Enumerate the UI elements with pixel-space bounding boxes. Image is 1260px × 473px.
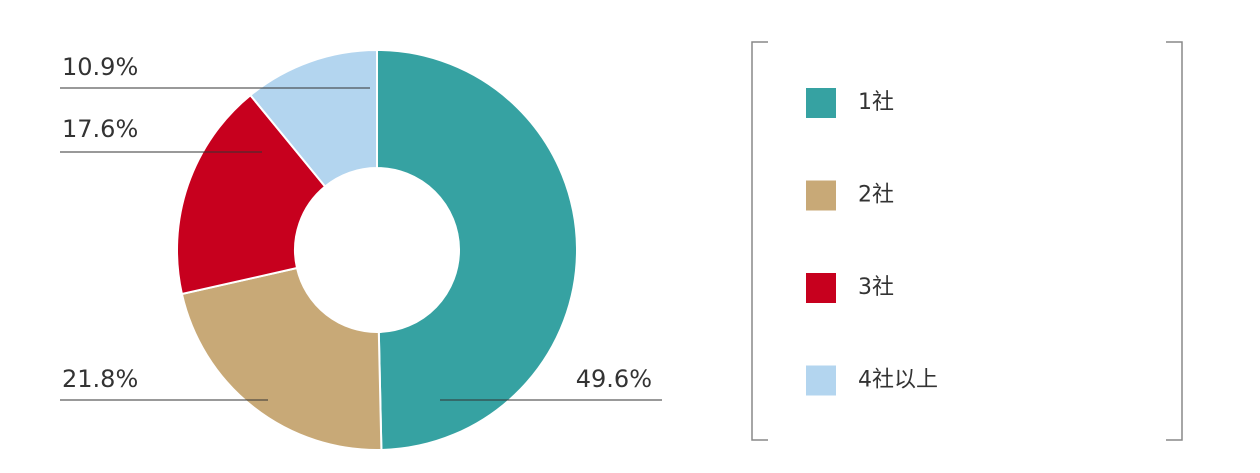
legend-bracket [751,41,1183,441]
slice [248,48,378,188]
legend-swatch [806,180,836,211]
value-label: 21.8% [62,365,138,393]
legend-label: 2社 [858,183,894,208]
legend-swatch [806,88,836,118]
legend-label: 1社 [858,90,894,115]
legend-swatch [806,273,836,303]
slice [176,93,327,296]
legend-swatch [806,365,836,396]
slice [180,266,383,451]
legend-label: 4社以上 [858,368,938,393]
legend: 1社 2社 3社 4社以上 [806,88,938,396]
value-label: 10.9% [62,53,138,81]
legend-label: 3社 [858,275,894,300]
slice [376,48,578,451]
value-label: 49.6% [576,365,652,393]
value-label: 17.6% [62,115,138,143]
